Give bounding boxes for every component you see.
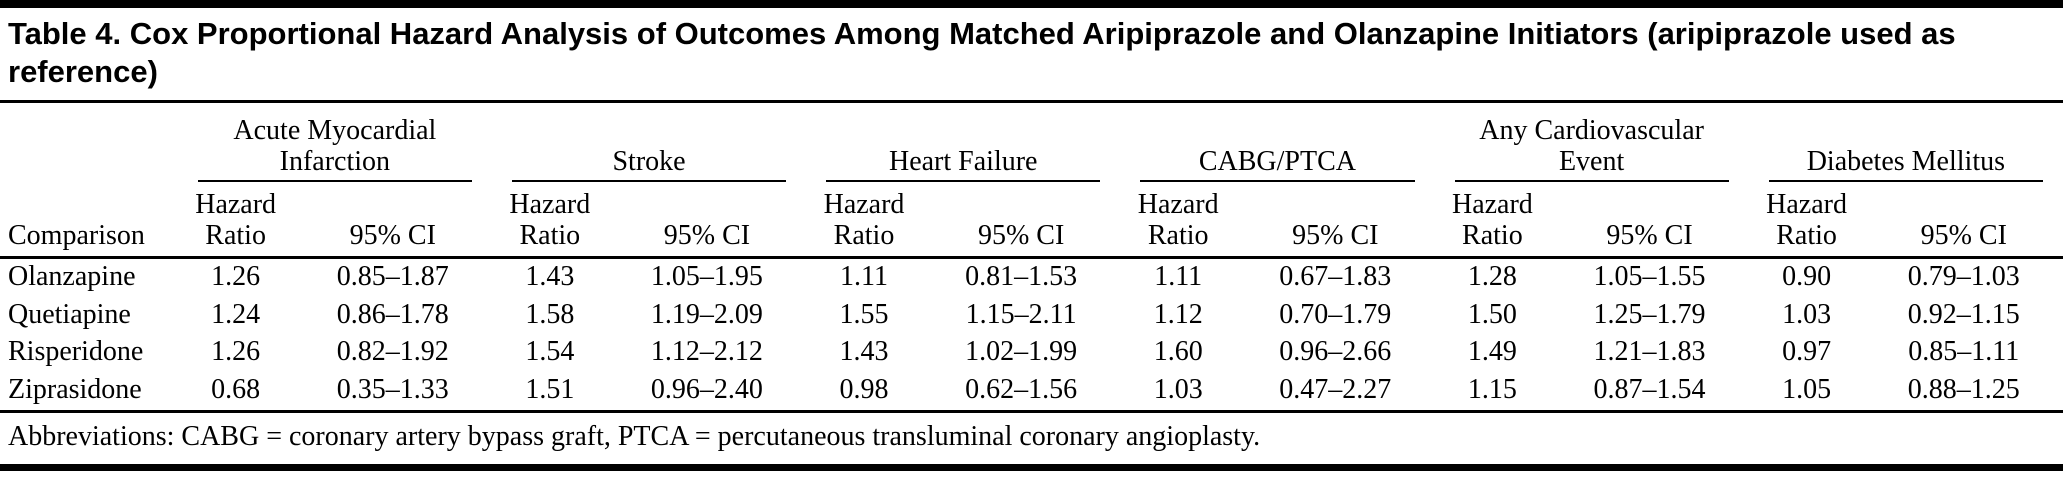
- hr-cell: 0.68: [177, 372, 294, 414]
- hr-cell: 1.49: [1467, 336, 1517, 368]
- subheader-hazard-ratio: Hazard Ratio: [1434, 182, 1551, 259]
- ci-cell: 0.86–1.78: [336, 298, 449, 330]
- column-group-label: Acute Myocardial Infarction: [197, 115, 472, 183]
- ci-cell: 1.21–1.83: [1593, 336, 1706, 368]
- ci-cell: 1.05–1.95: [650, 260, 763, 292]
- column-group-row: Acute Myocardial Infarction Stroke Heart…: [0, 101, 2063, 183]
- column-group-stroke: Stroke: [492, 101, 806, 183]
- table-footnote: Abbreviations: CABG = coronary artery by…: [8, 421, 1261, 452]
- hr-cell: 1.43: [839, 336, 889, 368]
- table-body: Olanzapine 1.26 0.85–1.87 1.43 1.05–1.95…: [0, 257, 2063, 414]
- ci-cell: 1.02–1.99: [965, 336, 1078, 368]
- table-row-risperidone: Risperidone 1.26 0.82–1.92 1.54 1.12–2.1…: [0, 334, 2063, 372]
- hr-cell: 1.28: [1467, 260, 1517, 292]
- ci-cell: 1.12–2.12: [650, 336, 763, 368]
- hr-cell: 1.60: [1153, 336, 1203, 368]
- subheader-ci: 95% CI: [1236, 182, 1435, 259]
- hr-cell: 1.58: [525, 298, 575, 330]
- table-row-quetiapine: Quetiapine 1.24 0.86–1.78 1.58 1.19–2.09…: [0, 297, 2063, 335]
- hr-cell: 1.54: [525, 336, 575, 368]
- ci-cell: 0.82–1.92: [336, 336, 449, 368]
- ci-cell: 0.62–1.56: [921, 372, 1121, 414]
- ci-cell: 0.35–1.33: [293, 372, 492, 414]
- column-group-label: Diabetes Mellitus: [1768, 146, 2043, 183]
- subheader-hazard-ratio: Hazard Ratio: [177, 182, 294, 259]
- subheader-ci: 95% CI: [607, 182, 807, 259]
- column-group-diabetes: Diabetes Mellitus: [1749, 101, 2063, 183]
- hr-cell: 1.43: [525, 260, 575, 292]
- ci-cell: 1.19–2.09: [650, 298, 763, 330]
- table-row-olanzapine: Olanzapine 1.26 0.85–1.87 1.43 1.05–1.95…: [0, 257, 2063, 296]
- hr-cell: 0.97: [1782, 336, 1832, 368]
- ci-cell: 0.47–2.27: [1236, 372, 1435, 414]
- subheader-hazard-ratio: Hazard Ratio: [806, 182, 922, 259]
- hr-cell: 1.11: [840, 260, 888, 292]
- cox-hazard-table: Acute Myocardial Infarction Stroke Heart…: [0, 99, 2063, 414]
- column-group-label: Heart Failure: [826, 146, 1101, 183]
- top-rule: [0, 0, 2063, 8]
- hr-cell: 0.90: [1782, 260, 1832, 292]
- row-label: Ziprasidone: [0, 372, 178, 414]
- ci-cell: 0.85–1.87: [336, 260, 449, 292]
- hr-cell: 1.24: [211, 298, 261, 330]
- ci-cell: 0.70–1.79: [1279, 298, 1392, 330]
- table-header: Acute Myocardial Infarction Stroke Heart…: [0, 101, 2063, 259]
- ci-cell: 1.25–1.79: [1593, 298, 1706, 330]
- ci-cell: 0.92–1.15: [1907, 298, 2020, 330]
- table-row-ziprasidone: Ziprasidone 0.68 0.35–1.33 1.51 0.96–2.4…: [0, 372, 2063, 414]
- ci-cell: 1.05–1.55: [1593, 260, 1706, 292]
- subheader-ci: 95% CI: [293, 182, 492, 259]
- ci-cell: 0.67–1.83: [1279, 260, 1392, 292]
- hr-cell: 1.03: [1120, 372, 1237, 414]
- ci-cell: 1.15–2.11: [965, 298, 1077, 330]
- hr-cell: 1.26: [211, 336, 261, 368]
- hr-cell: 1.03: [1782, 298, 1832, 330]
- row-label: Olanzapine: [8, 260, 136, 292]
- hr-cell: 1.12: [1153, 298, 1203, 330]
- subheader-hazard-ratio: Hazard Ratio: [491, 182, 608, 259]
- group-spacer: [0, 101, 178, 182]
- hr-cell: 1.50: [1467, 298, 1517, 330]
- hr-cell: 1.15: [1434, 372, 1551, 414]
- hr-cell: 1.55: [839, 298, 889, 330]
- ci-cell: 0.96–2.40: [607, 372, 807, 414]
- ci-cell: 0.88–1.25: [1864, 372, 2063, 414]
- hr-cell: 1.05: [1748, 372, 1865, 414]
- table-title: Table 4. Cox Proportional Hazard Analysi…: [8, 16, 1956, 89]
- subheader-hazard-ratio: Hazard Ratio: [1120, 182, 1237, 259]
- row-label: Quetiapine: [8, 298, 131, 330]
- hr-cell: 1.26: [211, 260, 261, 292]
- ci-cell: 0.87–1.54: [1550, 372, 1749, 414]
- column-group-label: CABG/PTCA: [1140, 146, 1415, 183]
- comparison-header: Comparison: [0, 182, 178, 259]
- subheader-ci: 95% CI: [1550, 182, 1749, 259]
- column-group-acute-mi: Acute Myocardial Infarction: [178, 101, 492, 183]
- ci-cell: 0.81–1.53: [965, 260, 1078, 292]
- column-group-label: Stroke: [511, 146, 787, 183]
- subheader-ci: 95% CI: [1864, 182, 2063, 259]
- hr-cell: 0.98: [806, 372, 922, 414]
- hr-cell: 1.51: [491, 372, 608, 414]
- subheader-ci: 95% CI: [921, 182, 1121, 259]
- bottom-rule: [0, 464, 2063, 472]
- column-group-label: Any Cardiovascular Event: [1454, 115, 1729, 183]
- column-group-cabg-ptca: CABG/PTCA: [1120, 101, 1434, 183]
- row-label: Risperidone: [8, 336, 144, 368]
- subheader-row: Comparison Hazard Ratio 95% CI Hazard Ra…: [0, 182, 2063, 259]
- ci-cell: 0.85–1.11: [1908, 336, 2020, 368]
- column-group-heart-failure: Heart Failure: [806, 101, 1120, 183]
- column-group-any-cv-event: Any Cardiovascular Event: [1435, 101, 1749, 183]
- hr-cell: 1.11: [1154, 260, 1203, 292]
- subheader-hazard-ratio: Hazard Ratio: [1748, 182, 1865, 259]
- ci-cell: 0.96–2.66: [1279, 336, 1392, 368]
- ci-cell: 0.79–1.03: [1907, 260, 2020, 292]
